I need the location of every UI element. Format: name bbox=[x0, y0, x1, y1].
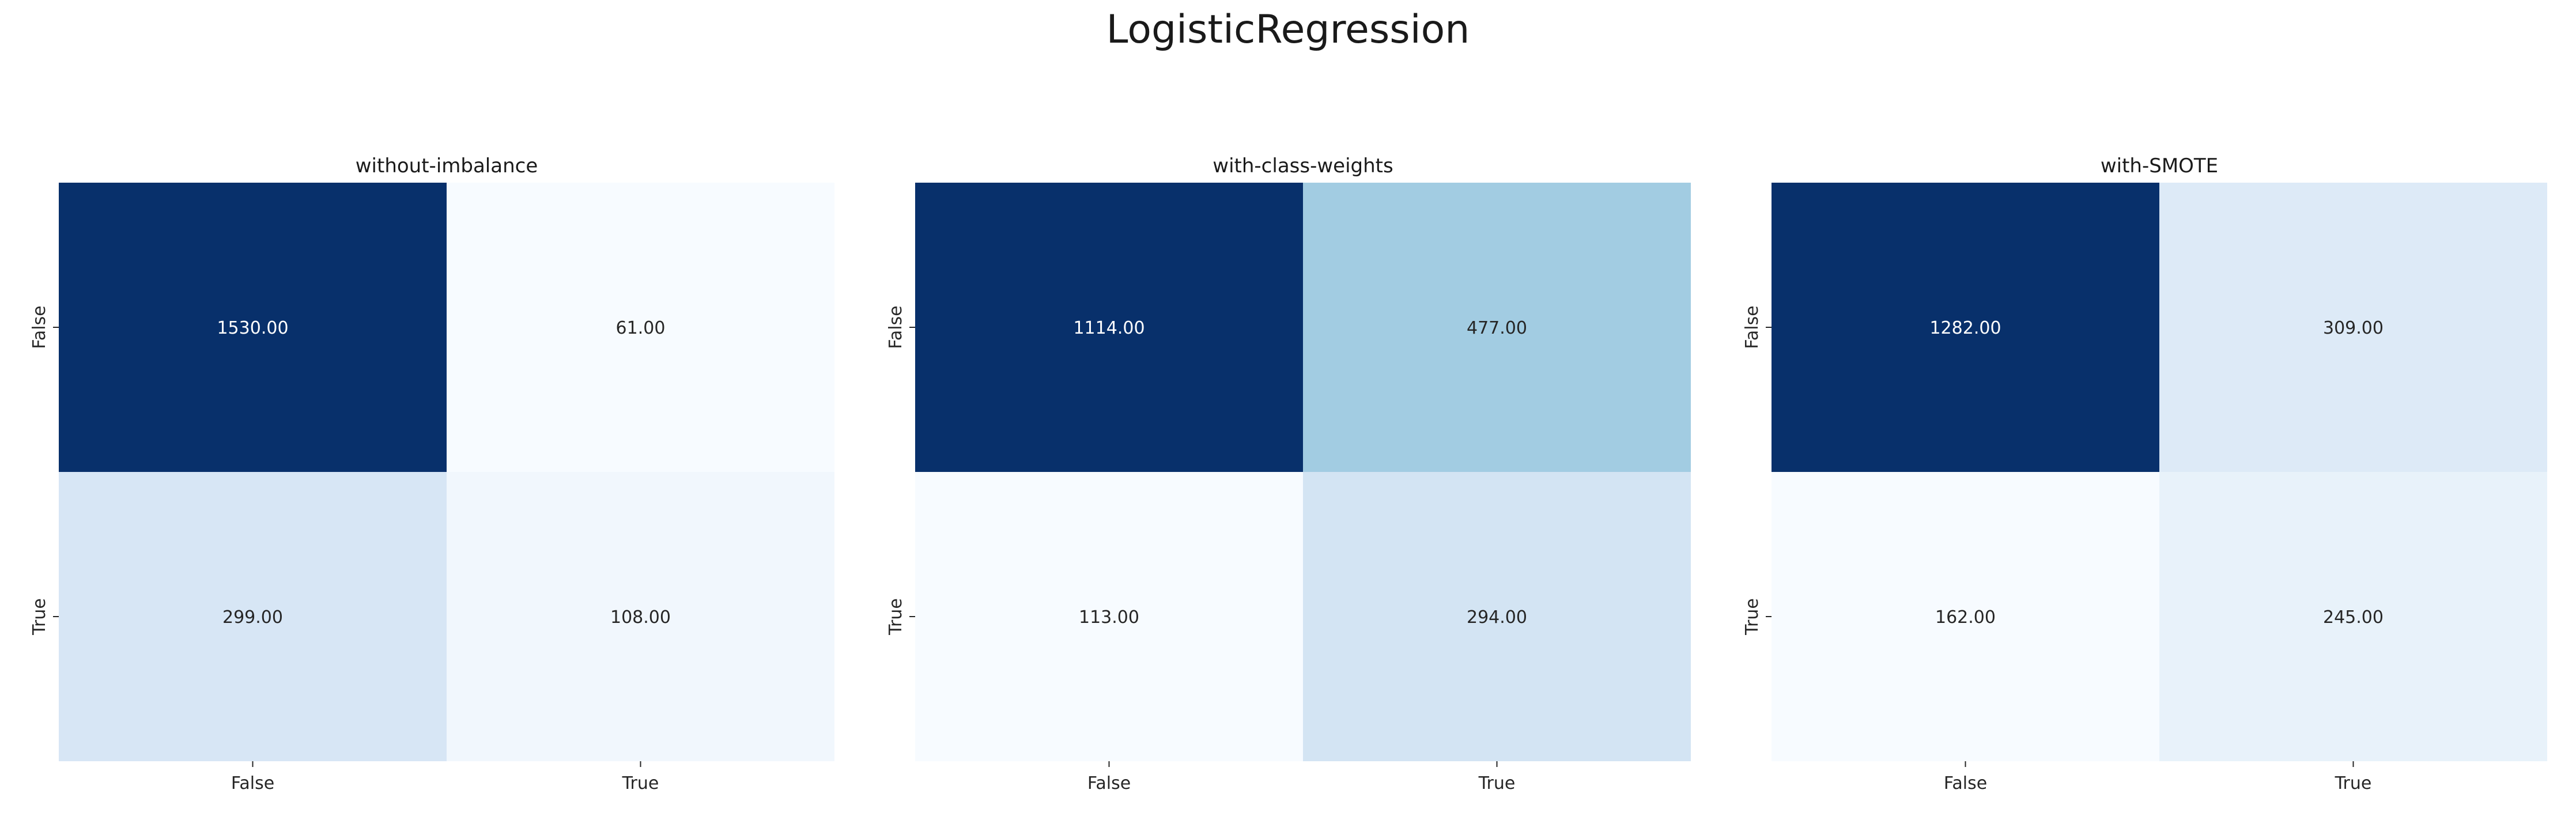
heatmap-cell bbox=[915, 183, 1303, 472]
heatmap-cell bbox=[1772, 472, 2159, 761]
cell-value-label: 299.00 bbox=[222, 607, 283, 628]
cell-value-label: 108.00 bbox=[610, 607, 671, 628]
x-tick-label: True bbox=[622, 773, 659, 793]
y-tick-label: True bbox=[886, 598, 906, 636]
cell-value-label: 1282.00 bbox=[1929, 318, 2001, 338]
heatmap-cell bbox=[59, 472, 447, 761]
x-tick-label: False bbox=[231, 773, 274, 793]
cell-value-label: 309.00 bbox=[2323, 318, 2384, 338]
cell-value-label: 113.00 bbox=[1079, 607, 1139, 628]
figure-title: LogisticRegression bbox=[1106, 7, 1470, 52]
heatmap-cell bbox=[2159, 472, 2547, 761]
cell-value-label: 61.00 bbox=[616, 318, 666, 338]
cell-value-label: 1114.00 bbox=[1073, 318, 1145, 338]
cell-value-label: 162.00 bbox=[1935, 607, 1996, 628]
heatmap-cell bbox=[915, 472, 1303, 761]
heatmap-cell bbox=[1303, 472, 1691, 761]
y-tick-label: True bbox=[29, 598, 50, 636]
cell-value-label: 294.00 bbox=[1467, 607, 1527, 628]
cell-value-label: 477.00 bbox=[1467, 318, 1527, 338]
heatmap-cell bbox=[447, 472, 834, 761]
heatmap-cell bbox=[2159, 183, 2547, 472]
panel-title: with-SMOTE bbox=[2101, 154, 2218, 177]
y-tick-label: False bbox=[886, 305, 906, 349]
heatmap-cell bbox=[59, 183, 447, 472]
y-tick-label: True bbox=[1742, 598, 1762, 636]
panel-title: without-imbalance bbox=[356, 154, 538, 177]
x-tick-label: False bbox=[1944, 773, 1987, 793]
y-tick-label: False bbox=[1742, 305, 1762, 349]
heatmap-cell bbox=[447, 183, 834, 472]
cell-value-label: 245.00 bbox=[2323, 607, 2384, 628]
x-tick-label: False bbox=[1087, 773, 1131, 793]
heatmap-cell bbox=[1303, 183, 1691, 472]
y-tick-label: False bbox=[29, 305, 50, 349]
cell-value-label: 1530.00 bbox=[217, 318, 288, 338]
x-tick-label: True bbox=[2335, 773, 2372, 793]
panel-title: with-class-weights bbox=[1213, 154, 1393, 177]
heatmap-cell bbox=[1772, 183, 2159, 472]
x-tick-label: True bbox=[1478, 773, 1516, 793]
